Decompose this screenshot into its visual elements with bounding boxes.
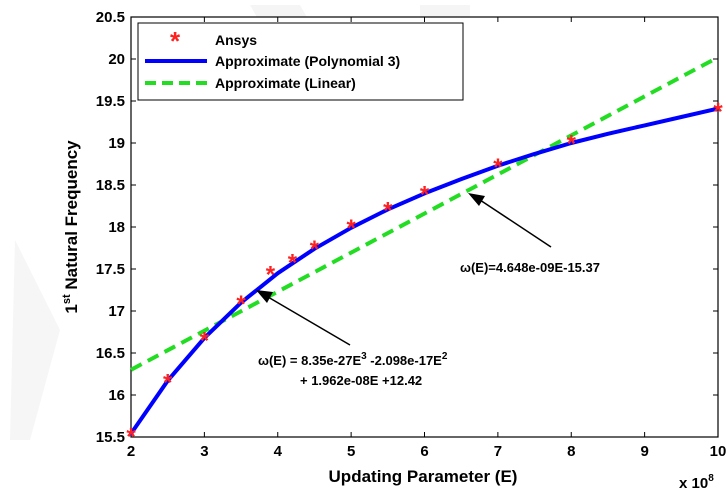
annotation-linear-equation: ω(E)=4.648e-09E-15.37 xyxy=(460,260,600,275)
x-tick-label: 9 xyxy=(640,443,648,460)
annotation-polynomial-equation-line2: + 1.962e-08E +12.42 xyxy=(300,373,422,388)
annotation-polynomial-equation-line1: ω(E) = 8.35e-27E3 -2.098e-17E2 xyxy=(258,351,448,368)
y-axis-label: 1st Natural Frequency xyxy=(61,140,81,314)
x-multiplier-base: x 10 xyxy=(679,475,708,491)
linear-fit-line xyxy=(130,55,719,372)
ansys-data-point: * xyxy=(713,98,723,125)
legend-item-polynomial: Approximate (Polynomial 3) xyxy=(145,53,400,69)
x-tick-label: 3 xyxy=(200,443,208,460)
y-tick-label: 18 xyxy=(108,219,125,236)
y-tick-label: 20.5 xyxy=(96,9,125,26)
legend-marker-ansys: * xyxy=(170,26,181,56)
legend-item-linear: Approximate (Linear) xyxy=(145,75,356,91)
annotation-arrow-linear xyxy=(468,193,552,248)
x-multiplier-exponent: 8 xyxy=(708,473,714,484)
y-tick-label: 15.5 xyxy=(96,429,125,446)
legend-label-ansys: Ansys xyxy=(215,32,257,48)
x-axis: 2 3 4 5 6 7 8 9 10 xyxy=(127,17,726,460)
ansys-data-point: * xyxy=(493,154,503,181)
annotation-poly-part-c: -2.098e-17E xyxy=(367,353,442,368)
ansys-data-point: * xyxy=(163,370,173,397)
ansys-data-point: * xyxy=(383,198,393,225)
ansys-data-point: * xyxy=(236,291,246,318)
y-tick-label: 16 xyxy=(108,387,125,404)
ansys-data-point: * xyxy=(346,215,356,242)
y-axis-label-main: 1 xyxy=(62,304,81,313)
x-tick-label: 8 xyxy=(567,443,575,460)
ansys-data-point: * xyxy=(567,130,577,157)
legend: * Ansys Approximate (Polynomial 3) Appro… xyxy=(137,22,464,101)
series-layer: * * * * * * * * * * * * * xyxy=(126,55,723,450)
polynomial-fit-line xyxy=(129,106,720,436)
y-axis: 15.5 16 16.5 17 17.5 18 18.5 19 19.5 20 20.5 xyxy=(96,9,718,446)
y-tick-label: 17.5 xyxy=(96,261,125,278)
y-tick-label: 20 xyxy=(108,51,125,68)
x-tick-label: 10 xyxy=(710,443,726,460)
x-tick-label: 4 xyxy=(274,443,283,460)
ansys-data-point: * xyxy=(266,261,276,288)
x-axis-label: Updating Parameter (E) xyxy=(329,467,518,486)
legend-label-polynomial: Approximate (Polynomial 3) xyxy=(215,53,400,69)
y-tick-label: 17 xyxy=(108,303,125,320)
y-axis-label-rest: Natural Frequency xyxy=(62,140,81,295)
y-tick-label: 19.5 xyxy=(96,93,125,110)
x-tick-label: 2 xyxy=(127,443,135,460)
y-tick-label: 19 xyxy=(108,135,125,152)
ansys-data-point: * xyxy=(310,236,320,263)
x-tick-label: 7 xyxy=(494,443,502,460)
y-tick-label: 18.5 xyxy=(96,177,125,194)
legend-item-ansys: * Ansys xyxy=(170,26,257,56)
ansys-data-point: * xyxy=(200,328,210,355)
legend-label-linear: Approximate (Linear) xyxy=(215,75,356,91)
annotation-poly-exp-3: 3 xyxy=(361,351,367,362)
y-axis-label-superscript: st xyxy=(61,294,73,304)
x-tick-label: 6 xyxy=(420,443,428,460)
ansys-data-point: * xyxy=(288,250,298,277)
x-multiplier: x 108 xyxy=(679,473,714,491)
annotation-poly-exp-2: 2 xyxy=(442,351,448,362)
y-tick-label: 16.5 xyxy=(96,345,125,362)
annotation-arrow-polynomial xyxy=(256,290,351,346)
ansys-data-point: * xyxy=(126,423,136,450)
ansys-data-point: * xyxy=(420,182,430,209)
x-tick-label: 5 xyxy=(347,443,355,460)
annotation-poly-part-a: ω(E) = 8.35e-27E xyxy=(258,353,361,368)
